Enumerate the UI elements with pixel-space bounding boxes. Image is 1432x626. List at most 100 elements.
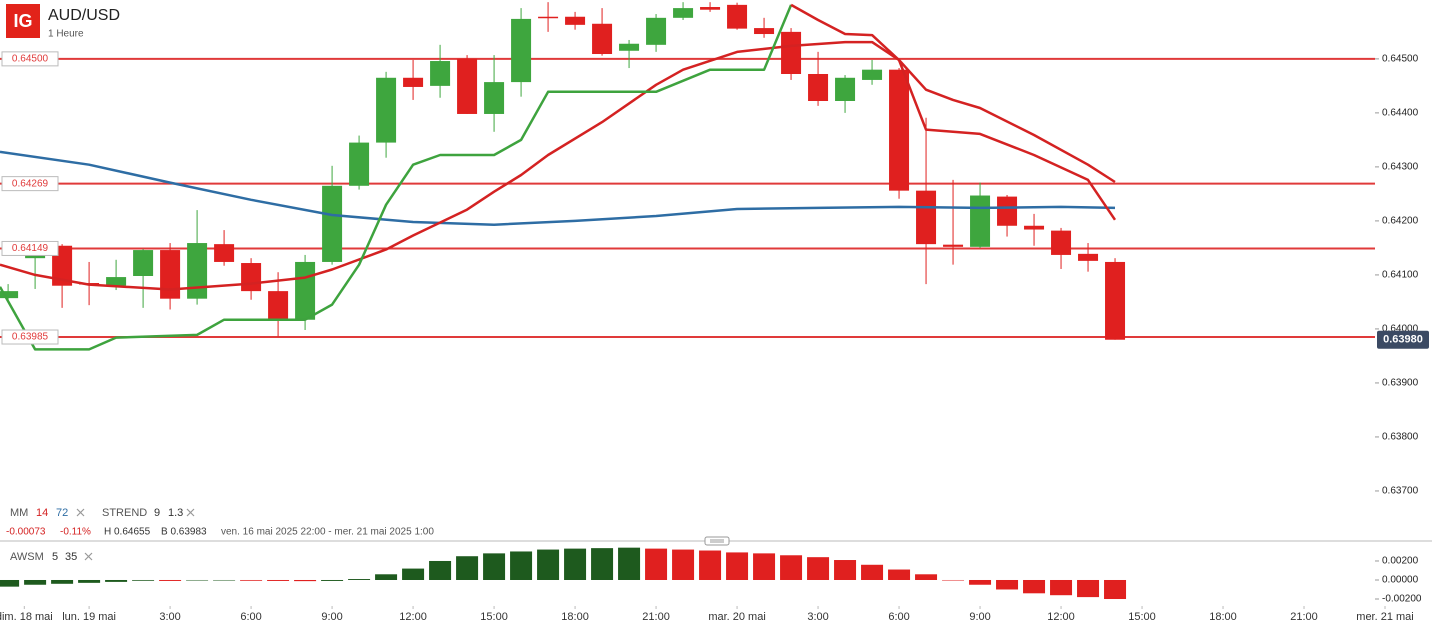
candle-body [376,77,397,143]
x-tick-label: dim. 18 mai [0,611,53,623]
awsm-bar [1077,579,1100,598]
level-label: 0.64500 [12,54,49,65]
awsm-bar [321,579,344,581]
strend-name: STREND [102,507,147,519]
awsm-bar [591,548,614,580]
awsm-bar [564,548,587,580]
candle-body [1024,225,1045,230]
awsm-bar [456,556,479,580]
last-price-label: 0.63980 [1383,334,1423,346]
awsm-bar [267,579,290,581]
close-icon[interactable] [76,508,85,517]
candle-body [133,250,154,276]
awsm-bar [915,574,938,580]
candle-body [916,190,937,245]
y-tick-label: 0.00200 [1382,556,1419,567]
awsm-bar [78,579,101,583]
candle-body [187,243,208,299]
awsm-bar [969,579,992,585]
y-tick-label: 0.64400 [1382,108,1419,119]
change: -0.00073 [6,527,46,538]
awsm-bar [483,553,506,580]
y-tick-label: 0.64100 [1382,270,1419,281]
candle-body [889,69,910,191]
y-tick-label: -0.00200 [1382,594,1422,605]
candle-body [754,28,775,35]
candle-body [673,8,694,18]
awsm-bar [510,551,533,580]
awsm-bar [861,564,884,580]
title: AUD/USD [48,7,120,24]
awsm-bar [942,579,965,581]
awsm-bar [780,555,803,580]
candle-body [619,43,640,51]
candle-body [862,69,883,80]
y-tick-label: 0.64200 [1382,216,1419,227]
level-label: 0.64269 [12,178,49,189]
awsm-bar [834,560,857,580]
candle-body [457,58,478,114]
level-label-box [1,176,59,192]
awsm-name: AWSM [10,551,44,563]
x-tick-label: 12:00 [399,611,427,623]
candle-body [781,31,802,74]
last-price-tag [1377,330,1429,349]
awsm-bar [132,579,155,581]
y-tick-label: 0.64500 [1382,54,1419,65]
candle-body [25,254,46,259]
logo-box [6,4,40,38]
candle-body [403,77,424,87]
level-label-box [1,240,59,256]
x-tick-label: 3:00 [159,611,180,623]
awsm-bar [186,579,209,581]
x-tick-label: mar. 20 mai [708,611,765,623]
change-pct: -0.11% [60,527,91,538]
candle-body [727,4,748,29]
candle-body [295,261,316,320]
close-icon[interactable] [84,552,93,561]
candle-body [700,7,721,10]
close-icon[interactable] [186,508,195,517]
awsm-bar [672,549,695,580]
candle-body [943,244,964,247]
awsm-bar [807,557,830,580]
candle-body [349,142,370,186]
awsm-bar [105,579,128,582]
awsm-bar [996,579,1019,590]
strend-param: 1.3 [168,507,183,519]
x-tick-label: 9:00 [321,611,342,623]
x-tick-label: 21:00 [1290,611,1318,623]
awsm-param: 35 [65,551,77,563]
awsm-bar [1050,579,1073,596]
indicator-line [0,150,1116,226]
awsm-bar [726,552,749,580]
level-label: 0.63985 [12,332,49,343]
y-tick-label: 0.64300 [1382,162,1419,173]
mm-period: 72 [56,507,68,519]
x-tick-label: lun. 19 mai [62,611,116,623]
awsm-param: 5 [52,551,58,563]
legend: MM 14 72 STREND 9 1.3 -0.00073 -0.11% H … [6,507,434,563]
x-tick-label: 18:00 [561,611,589,623]
panel-handle[interactable] [704,536,730,546]
indicator-line [790,3,1116,184]
x-tick-label: 21:00 [642,611,670,623]
candle-body [808,73,829,101]
candle-body [268,291,289,320]
y-tick-label: 0.64000 [1382,324,1419,335]
awsm-bar [699,550,722,580]
strend-param: 9 [154,507,160,519]
candle-body [241,263,262,292]
awsm-bar [402,568,425,580]
candle-body [430,61,451,86]
awsm-bar [888,569,911,580]
mm-period: 14 [36,507,48,519]
awsm-bar [51,579,74,584]
x-tick-label: 15:00 [480,611,508,623]
candle-body [1105,261,1126,340]
candle-body [1051,230,1072,255]
awsm-bar [0,579,20,587]
